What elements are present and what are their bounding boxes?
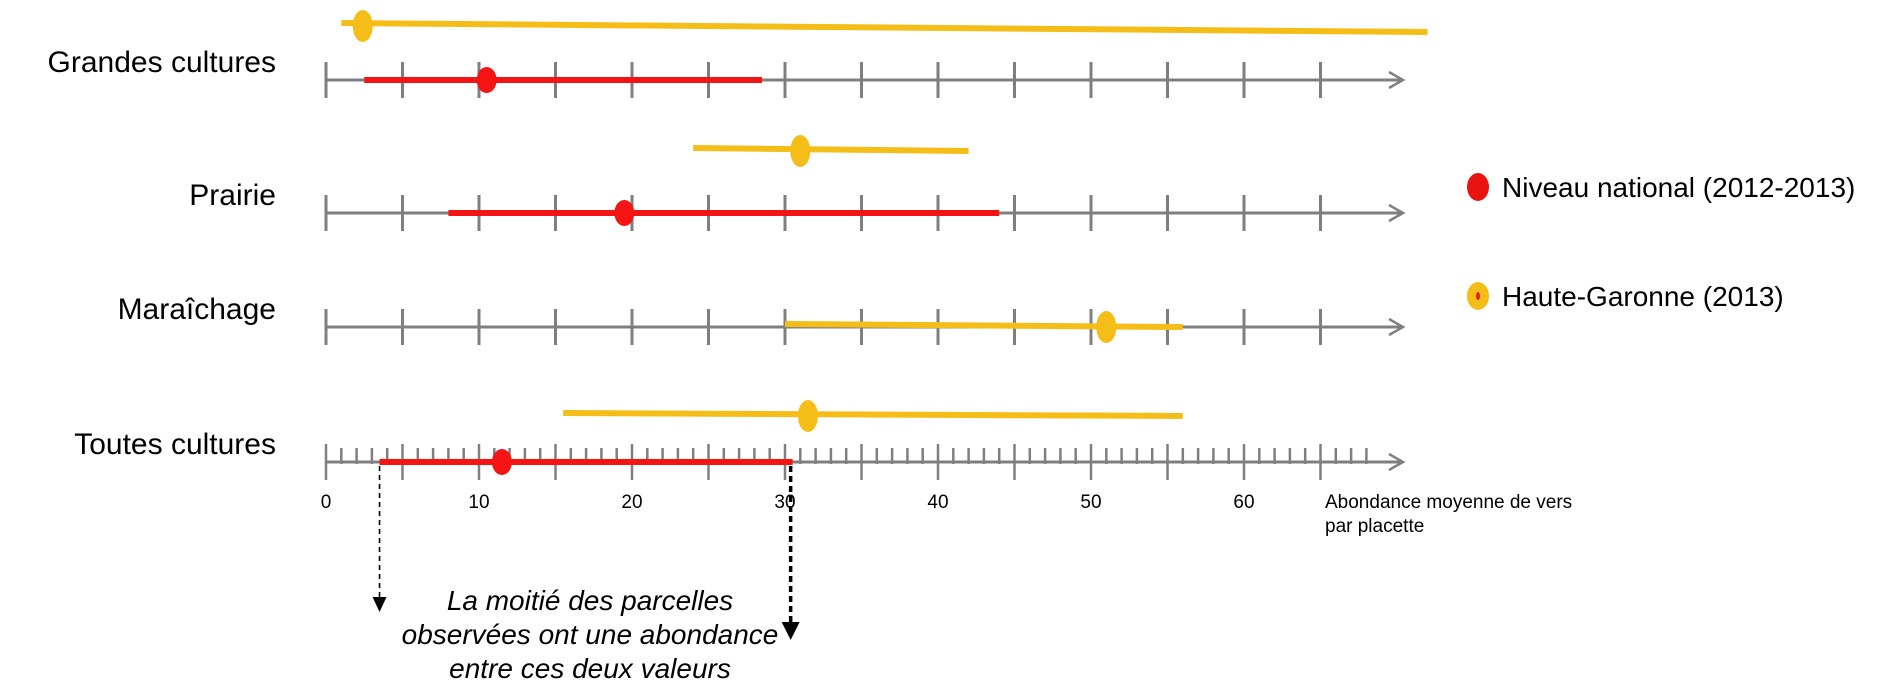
annotation-text-line: observées ont une abondance — [402, 619, 779, 650]
x-tick-label: 10 — [468, 492, 489, 513]
row-label: Toutes cultures — [74, 428, 276, 461]
x-tick-labels: 0 10 20 30 40 50 60 — [321, 492, 1255, 513]
row-label: Maraîchage — [118, 293, 276, 326]
axis-arrow — [1388, 317, 1406, 337]
row-label: Prairie — [189, 179, 276, 212]
row-1: Prairie — [189, 135, 1406, 231]
x-axis-title-line: Abondance moyenne de vers — [1325, 492, 1572, 513]
haute-garonne-range — [693, 145, 969, 154]
x-tick-label: 50 — [1080, 492, 1101, 513]
haute-garonne-median — [790, 135, 811, 167]
national-median — [476, 67, 497, 93]
row-label: Grandes cultures — [48, 46, 276, 79]
x-axis-title-line: par placette — [1325, 516, 1424, 537]
haute-garonne-median — [1096, 311, 1117, 343]
x-tick-label: 40 — [927, 492, 948, 513]
axis-arrow — [1388, 452, 1406, 472]
annotation-text-line: entre ces deux valeurs — [449, 653, 731, 682]
annotation-arrowhead-left — [372, 597, 387, 612]
annotation-arrowhead-right — [781, 622, 800, 640]
chart-rows: Grandes cultures Prairie Maraîchage Toutes … — [48, 10, 1428, 480]
x-tick-label: 0 — [321, 492, 332, 513]
legend-item: Niveau national (2012-2013) — [1467, 172, 1855, 203]
legend-label: Niveau national (2012-2013) — [1502, 172, 1855, 203]
x-tick-label: 20 — [621, 492, 642, 513]
haute-garonne-median — [797, 400, 818, 432]
haute-garonne-range — [563, 410, 1183, 419]
row-3: Toutes cultures — [74, 400, 1406, 480]
haute-garonne-range — [784, 321, 1183, 330]
x-tick-label: 60 — [1233, 492, 1254, 513]
legend-marker — [1467, 173, 1489, 201]
x-axis-title: Abondance moyenne de vers par placette — [1325, 492, 1572, 537]
axis-arrow — [1388, 203, 1406, 223]
legend-item: Haute-Garonne (2013) — [1467, 281, 1784, 312]
legend-label: Haute-Garonne (2013) — [1502, 281, 1784, 312]
axis-arrow — [1388, 70, 1406, 90]
row-2: Maraîchage — [118, 293, 1406, 345]
row-0: Grandes cultures — [48, 10, 1428, 98]
national-median — [614, 200, 635, 226]
national-median — [491, 449, 512, 475]
haute-garonne-median — [352, 10, 373, 42]
haute-garonne-range — [341, 20, 1428, 35]
legend-marker-dot — [1476, 292, 1480, 300]
annotation-text-line: La moitié des parcelles — [447, 585, 733, 616]
legend: Niveau national (2012-2013) Haute-Garonne… — [1467, 172, 1855, 312]
